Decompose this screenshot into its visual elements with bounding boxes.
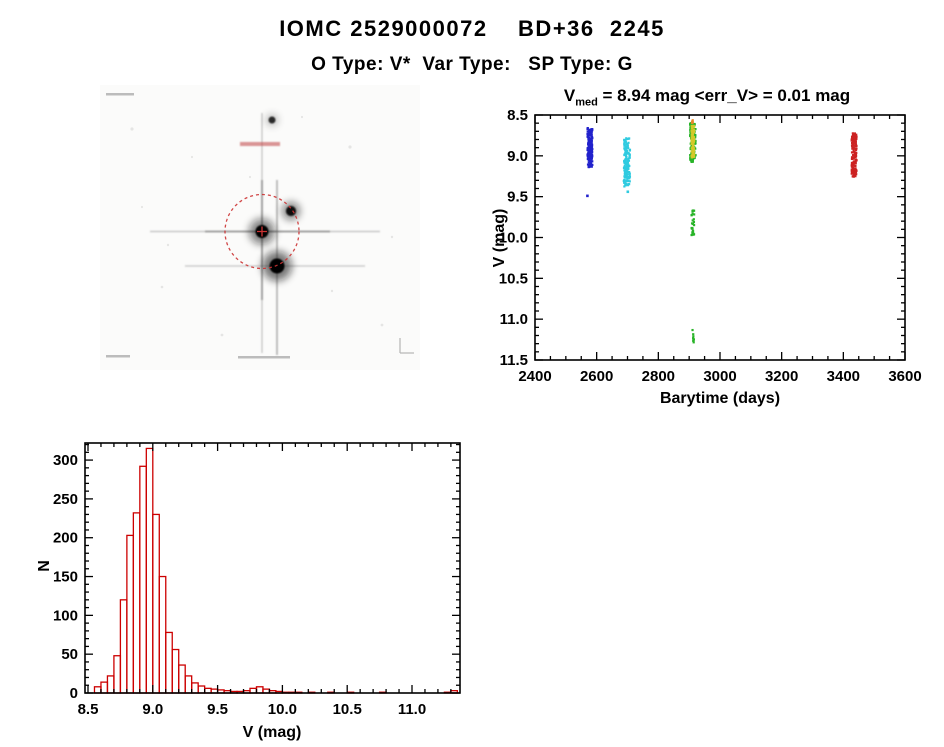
page-title: IOMC 2529000072 BD+36 2245 xyxy=(279,16,665,41)
vmed-subscript: med xyxy=(575,96,598,109)
svg-text:9.5: 9.5 xyxy=(507,189,528,206)
object-type-subtitle: O Type: V* Var Type: SP Type: G xyxy=(311,54,633,75)
histogram-bars xyxy=(93,447,459,694)
svg-text:10.5: 10.5 xyxy=(333,701,362,718)
aperture-annotations xyxy=(224,142,300,270)
finder-chart-image xyxy=(100,85,420,370)
svg-text:8.5: 8.5 xyxy=(78,701,99,718)
histogram-ylabel: N xyxy=(36,560,53,572)
background-stars xyxy=(130,115,394,337)
lightcurve-axes: 2400 2600 2800 3000 3200 3400 3600 8.5 9.0 9.5 10.… xyxy=(499,108,922,385)
histogram-xlabel: V (mag) xyxy=(242,724,302,741)
red-label-mark xyxy=(240,142,280,146)
svg-text:9.5: 9.5 xyxy=(207,701,228,718)
lightcurve-plot: Vmed = 8.94 mag <err_V> = 0.01 mag 2400 2… xyxy=(470,86,944,416)
svg-text:11.5: 11.5 xyxy=(500,352,528,369)
companion-star xyxy=(286,206,296,216)
lightcurve-xlabel: Barytime (days) xyxy=(659,390,781,407)
svg-text:100: 100 xyxy=(53,607,78,624)
svg-text:3600: 3600 xyxy=(888,368,921,385)
svg-text:2400: 2400 xyxy=(518,368,551,385)
svg-text:50: 50 xyxy=(61,646,78,663)
svg-text:2800: 2800 xyxy=(642,368,675,385)
svg-text:9.0: 9.0 xyxy=(142,701,163,718)
magnitude-histogram: 8.5 9.0 9.5 10.0 10.5 11.0 0 50 100 150 200 250 300 … xyxy=(30,432,500,747)
histogram-axes: 8.5 9.0 9.5 10.0 10.5 11.0 0 50 100 150 200 250 300 xyxy=(53,442,461,718)
vmed-symbol: V xyxy=(563,86,576,105)
svg-text:0: 0 xyxy=(70,685,78,702)
corner-annotations xyxy=(106,93,290,359)
svg-text:300: 300 xyxy=(53,452,78,469)
svg-text:10.0: 10.0 xyxy=(268,701,297,718)
svg-text:9.0: 9.0 xyxy=(507,148,528,165)
photometric-aperture-circle xyxy=(224,193,300,270)
svg-text:8.5: 8.5 xyxy=(507,108,528,124)
vmed-value-text: = 8.94 mag <err_V> = 0.01 mag xyxy=(597,86,851,105)
svg-text:3200: 3200 xyxy=(765,368,798,385)
lightcurve-ylabel: V (mag) xyxy=(491,208,508,268)
svg-text:3000: 3000 xyxy=(703,368,736,385)
svg-text:150: 150 xyxy=(53,569,78,586)
svg-text:10.5: 10.5 xyxy=(499,270,528,287)
svg-text:2600: 2600 xyxy=(580,368,613,385)
svg-text:10.0: 10.0 xyxy=(499,230,528,247)
star-field-graphic xyxy=(100,85,420,370)
compass-mark xyxy=(399,338,414,354)
svg-text:11.0: 11.0 xyxy=(500,311,528,328)
svg-text:3400: 3400 xyxy=(827,368,860,385)
svg-text:11.0: 11.0 xyxy=(398,701,426,718)
svg-text:200: 200 xyxy=(53,530,78,547)
svg-text:250: 250 xyxy=(53,491,78,508)
lightcurve-title: Vmed = 8.94 mag <err_V> = 0.01 mag xyxy=(470,86,944,108)
lightcurve-points xyxy=(586,119,858,344)
